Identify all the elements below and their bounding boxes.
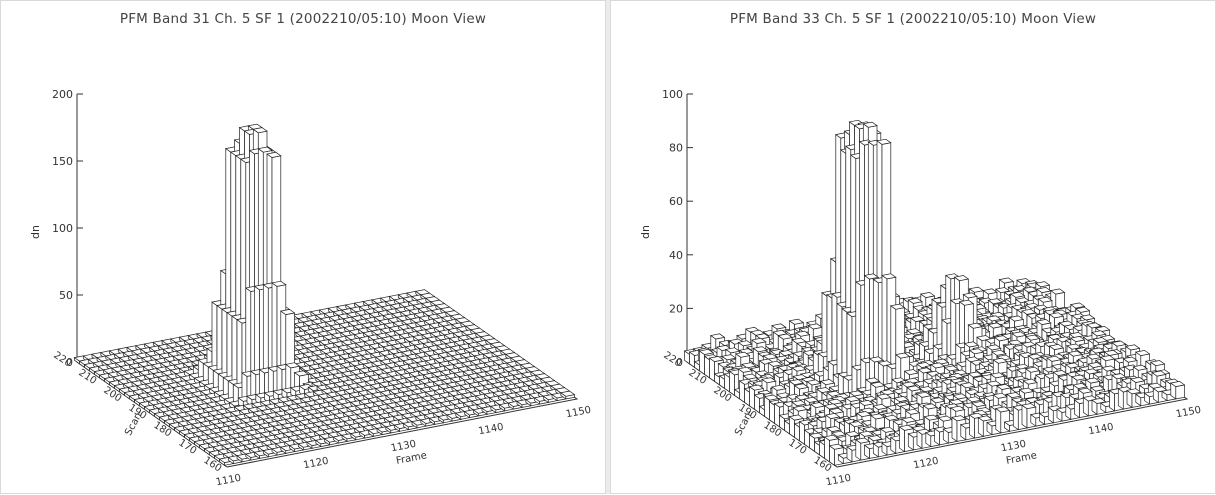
chart-panel-band-33: PFM Band 33 Ch. 5 SF 1 (2002210/05:10) M… bbox=[610, 0, 1216, 494]
x-tick-label: 1150 bbox=[1175, 405, 1202, 421]
z-axis-label: dn bbox=[639, 225, 652, 239]
z-tick-label: 80 bbox=[669, 142, 683, 155]
chart-panel-band-31: PFM Band 31 Ch. 5 SF 1 (2002210/05:10) M… bbox=[0, 0, 606, 494]
z-tick-label: 100 bbox=[662, 88, 683, 101]
z-tick-label: 50 bbox=[59, 289, 73, 302]
x-tick-label: 1150 bbox=[565, 405, 592, 421]
surface-plot-band-31: 050100150200dn11101120113011401150Frame1… bbox=[1, 1, 607, 495]
z-axis-label: dn bbox=[29, 225, 42, 239]
z-tick-label: 200 bbox=[52, 88, 73, 101]
x-tick-label: 1110 bbox=[215, 473, 242, 489]
x-tick-label: 1120 bbox=[912, 456, 939, 472]
surface-plot-band-33: 020406080100dn11101120113011401150Frame1… bbox=[611, 1, 1216, 495]
bars bbox=[685, 120, 1185, 465]
y-axis-label: Scan bbox=[733, 411, 754, 438]
x-tick-label: 1110 bbox=[825, 473, 852, 489]
x-tick-label: 1140 bbox=[477, 422, 504, 438]
bar bbox=[1171, 381, 1185, 399]
x-tick-label: 1120 bbox=[302, 456, 329, 472]
z-tick-label: 20 bbox=[669, 302, 683, 315]
x-tick-label: 1140 bbox=[1087, 422, 1114, 438]
z-tick-label: 60 bbox=[669, 195, 683, 208]
z-tick-label: 40 bbox=[669, 249, 683, 262]
y-axis-label: Scan bbox=[123, 411, 144, 438]
z-tick-label: 100 bbox=[52, 222, 73, 235]
z-tick-label: 150 bbox=[52, 155, 73, 168]
